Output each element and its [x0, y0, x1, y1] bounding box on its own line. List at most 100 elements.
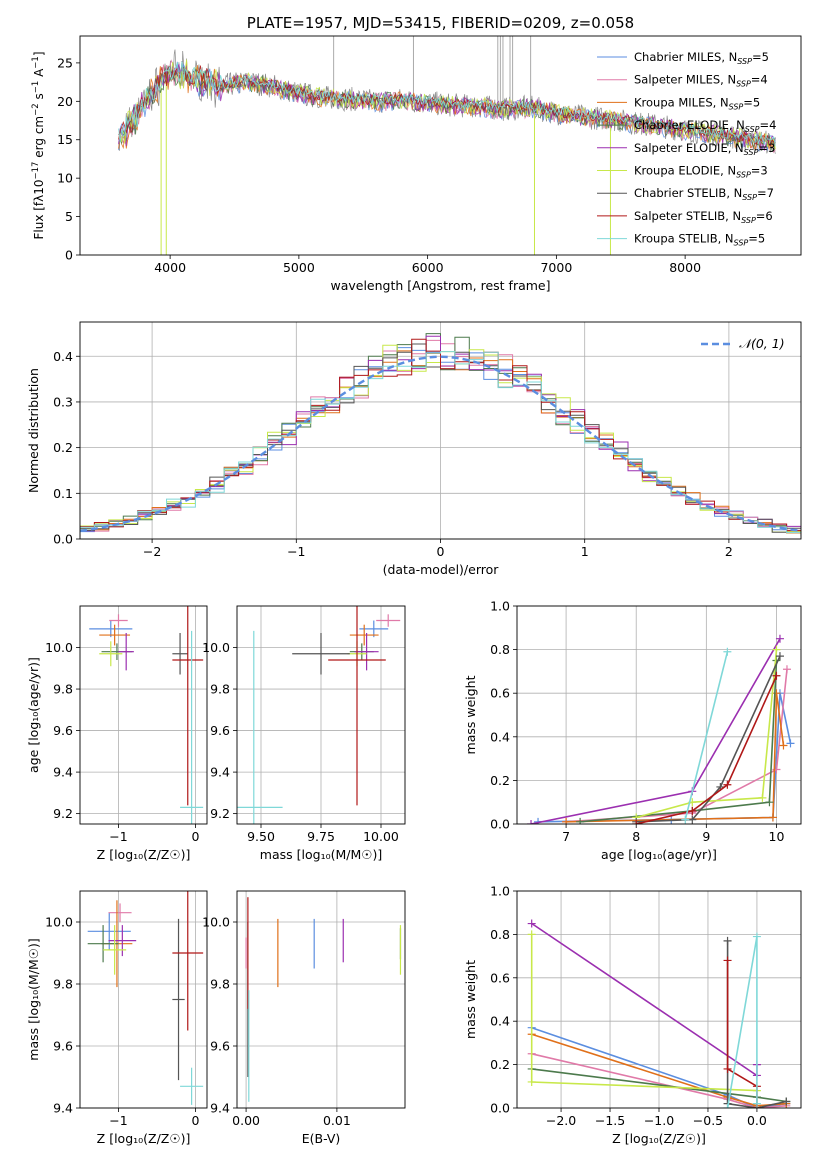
axes-frame	[236, 605, 406, 825]
weight-vs-Z-panel: −2.0 −1.5 −1.0 −0.5 0.0 0.0 0.2 0.4 0.6 0.8 1.0 Z […	[463, 884, 802, 1146]
weight-marker	[723, 1064, 732, 1073]
weight-marker	[779, 741, 788, 750]
y-tick-label: 0.6	[490, 686, 510, 701]
y-tick-label: 10.0	[45, 640, 73, 655]
x-tick-label: 0	[437, 544, 445, 559]
errorbars	[245, 897, 402, 1102]
y-tick-label: 0.3	[53, 394, 73, 409]
x-tick-label: 10.00	[363, 829, 399, 844]
y-tick-label: 15	[57, 132, 73, 147]
y-tick-label: 10.0	[45, 915, 73, 930]
x-tick-label: 1	[581, 544, 589, 559]
weight-marker	[723, 780, 732, 789]
weight-line	[537, 693, 792, 823]
y-axis-label: age [log₁₀(age/yr)]	[26, 657, 41, 773]
legend-entry: Salpeter MILES, NSSP=4	[634, 73, 768, 89]
weight-line	[530, 638, 781, 824]
weight-line	[636, 675, 778, 824]
legend-entry: Kroupa STELIB, NSSP=5	[634, 232, 765, 248]
x-tick-label: 7000	[540, 260, 572, 275]
residuals-panel: −2 −1 0 1 2 0.0 0.1 0.2 0.3 0.4 (data-model)/error…	[26, 321, 802, 577]
weight-marker	[786, 739, 795, 748]
spectrum-legend: Chabrier MILES, NSSP=5 Salpeter MILES, NS…	[597, 50, 776, 248]
legend-entry: Chabrier STELIB, NSSP=7	[634, 186, 774, 202]
y-tick-label: 10	[57, 171, 73, 186]
weight-marker	[527, 930, 536, 939]
legend-entry: Chabrier MILES, NSSP=5	[634, 50, 769, 66]
residual-histogram	[80, 351, 801, 535]
spectrum-panel: 4000 5000 6000 7000 8000 0 5 10 15 20 25 wavelength…	[31, 14, 802, 293]
y-tick-label: 9.8	[53, 682, 73, 697]
weight-marker	[723, 936, 732, 945]
weight-marker	[772, 689, 781, 698]
normal-curve	[80, 355, 801, 533]
x-tick-label: 8000	[669, 260, 701, 275]
x-axis-label: mass [log₁₀(M/M☉)]	[260, 847, 382, 862]
weight-vs-age-panel: 7 8 9 10 0.0 0.2 0.4 0.6 0.8 1.0 age [log₁₀(age/yr…	[463, 599, 802, 862]
chart-title: PLATE=1957, MJD=53415, FIBERID=0209, z=0…	[247, 14, 634, 32]
y-tick-label: 9.6	[53, 723, 73, 738]
x-axis-label: Z [log₁₀(Z/Z☉)]	[612, 1131, 706, 1146]
y-tick-label: 0.6	[490, 970, 510, 985]
weight-marker	[688, 815, 697, 824]
y-tick-label: 0.0	[490, 817, 510, 832]
x-tick-label: −1	[109, 1113, 127, 1128]
y-tick-label: 10.0	[202, 915, 230, 930]
x-tick-label: 9.50	[247, 829, 275, 844]
x-tick-label: 0	[191, 1113, 199, 1128]
y-tick-label: 9.2	[53, 806, 73, 821]
y-tick-label: 9.4	[53, 765, 73, 780]
weight-marker	[752, 1099, 761, 1108]
y-axis-label: Flux [fλ10−17 erg cm−2 s−1 A−1]	[31, 51, 46, 239]
weight-marker	[723, 956, 732, 965]
weight-marker	[768, 813, 777, 822]
spectrum-model-line	[118, 61, 776, 147]
y-tick-label: 0.8	[490, 642, 510, 657]
x-axis-label: (data-model)/error	[383, 562, 500, 577]
axes-frame	[516, 890, 802, 1109]
x-tick-label: 0	[191, 829, 199, 844]
legend-entry: Salpeter STELIB, NSSP=6	[634, 209, 773, 225]
weight-line	[726, 936, 758, 1108]
x-tick-label: 0.01	[323, 1113, 351, 1128]
weight-marker	[723, 1104, 732, 1108]
axes-frame	[79, 35, 802, 256]
weight-marker	[765, 798, 774, 807]
weight-marker	[782, 665, 791, 674]
legend-entry: Kroupa MILES, NSSP=5	[634, 95, 760, 111]
y-tick-label: 9.8	[53, 977, 73, 992]
y-tick-label: 0.4	[490, 729, 510, 744]
axes-frame	[236, 890, 406, 1109]
errorbars	[87, 891, 204, 1105]
weight-marker	[527, 1077, 536, 1086]
y-tick-label: 0.1	[53, 486, 73, 501]
weight-line	[531, 922, 758, 1078]
weight-marker	[775, 634, 784, 643]
weight-marker	[527, 820, 536, 824]
y-tick-label: 9.6	[53, 1039, 73, 1054]
y-tick-label: 0.2	[490, 1057, 510, 1072]
x-axis-label: wavelength [Angstrom, rest frame]	[330, 278, 550, 293]
weight-line	[566, 693, 785, 823]
weight-marker	[758, 793, 767, 802]
x-tick-label: −2	[143, 544, 161, 559]
weight-marker	[775, 652, 784, 661]
x-tick-label: −2.0	[546, 1113, 576, 1128]
y-tick-label: 0.2	[490, 773, 510, 788]
y-tick-label: 5	[65, 209, 73, 224]
x-tick-label: 4000	[154, 260, 186, 275]
y-axis-label: mass weight	[463, 960, 478, 1039]
x-tick-label: −1.0	[644, 1113, 674, 1128]
weight-line	[636, 655, 781, 823]
weight-marker	[752, 932, 761, 941]
y-tick-label: 1.0	[490, 884, 510, 899]
x-tick-label: −1	[287, 544, 305, 559]
x-tick-label: 0.0	[747, 1113, 767, 1128]
weight-lines	[527, 919, 791, 1108]
x-axis-label: Z [log₁₀(Z/Z☉)]	[97, 1131, 191, 1146]
x-tick-label: 7	[562, 829, 570, 844]
weight-line	[531, 1053, 787, 1108]
weight-marker	[772, 671, 781, 680]
x-tick-label: 5000	[283, 260, 315, 275]
weight-marker	[527, 919, 536, 928]
